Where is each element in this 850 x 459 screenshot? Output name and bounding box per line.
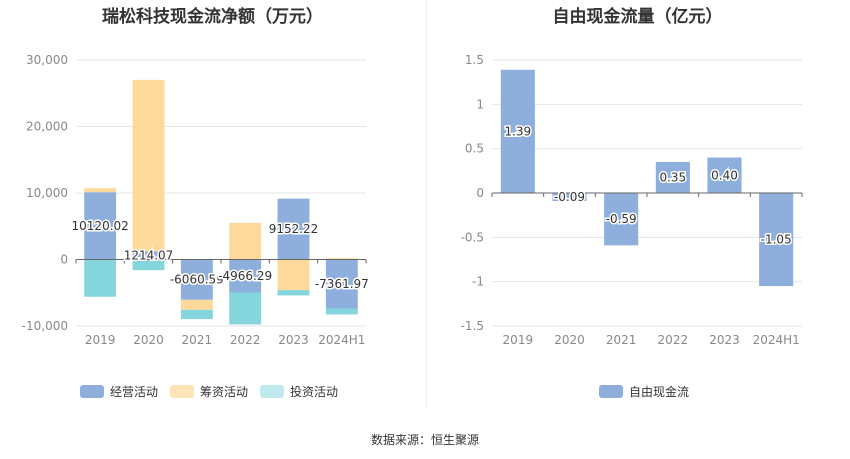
data-label: -0.09 (554, 190, 585, 204)
y-tick-label: 1.5 (465, 53, 484, 67)
bar (180, 259, 213, 300)
left-legend: 经营活动 筹资活动 投资活动 (80, 383, 350, 400)
legend-item-free-cash-flow[interactable]: 自由现金流 (599, 383, 689, 400)
legend-item-investing[interactable]: 投资活动 (260, 383, 338, 400)
x-tick-label: 2019 (503, 333, 534, 347)
data-label: 9152.22 (269, 222, 319, 236)
data-label: -1.05 (761, 233, 792, 247)
y-tick-label: 1 (476, 97, 484, 111)
data-label: 10120.02 (72, 219, 129, 233)
bar (180, 309, 213, 320)
data-label: 0.35 (659, 170, 686, 184)
x-tick-label: 2021 (182, 333, 213, 347)
bar (325, 259, 358, 309)
legend-swatch-financing (170, 385, 195, 398)
right-chart-title: 自由现金流量（亿元） (552, 7, 723, 27)
legend-swatch-free-cash-flow (599, 385, 623, 398)
x-tick-label: 2019 (85, 333, 116, 347)
bar (325, 258, 358, 260)
free-cash-flow-chart: -1.5 -1 -0.5 0 0.5 1 1.5 2019 2020 2021 2022 2023 20… (461, 53, 803, 347)
x-tick-label: 2020 (133, 333, 164, 347)
x-tick-label: 2022 (230, 333, 261, 347)
bar (277, 259, 310, 291)
bar (500, 69, 535, 193)
bar (277, 198, 310, 260)
legend-label-operating: 经营活动 (110, 385, 159, 399)
bar (277, 290, 310, 296)
bar (655, 161, 690, 193)
cash-flow-chart: -10,000 0 10,000 20,000 30,000 2019 2020 2021 20… (22, 53, 371, 347)
x-tick-label: 2023 (709, 333, 740, 347)
x-tick-label: 2024H1 (318, 333, 365, 347)
data-label: -6060.59 (170, 273, 224, 287)
bar (604, 193, 639, 246)
legend-swatch-operating (80, 385, 104, 398)
data-source: 数据来源：恒生聚源 (370, 433, 479, 447)
bar (707, 157, 742, 193)
y-tick-label: -1 (472, 275, 484, 289)
left-chart-title: 瑞松科技现金流净额（万元） (102, 7, 323, 27)
bar (132, 251, 165, 260)
x-tick-label: 2020 (554, 333, 585, 347)
legend-label-financing: 筹资活动 (200, 385, 249, 399)
legend-label-free-cash-flow: 自由现金流 (629, 385, 690, 399)
bar (84, 192, 117, 260)
x-tick-label: 2024H1 (753, 333, 800, 347)
legend-swatch-investing (260, 385, 285, 398)
bar (229, 292, 262, 325)
y-tick-label: 30,000 (26, 53, 68, 67)
y-tick-label: 0 (60, 253, 68, 267)
y-tick-label: 0 (476, 186, 484, 200)
bar (132, 259, 165, 271)
bar (229, 259, 262, 293)
data-label: 1.39 (504, 124, 531, 138)
y-tick-label: 0.5 (465, 142, 484, 156)
y-tick-label: -10,000 (22, 319, 68, 333)
bar (325, 308, 358, 315)
legend-item-financing[interactable]: 筹资活动 (170, 383, 248, 400)
data-label: -7361.97 (315, 277, 369, 291)
bar (229, 222, 262, 260)
bar (552, 193, 587, 201)
bar (84, 259, 117, 297)
data-label: -0.59 (606, 212, 637, 226)
data-label: 1214.07 (124, 248, 174, 262)
data-label: 0.40 (711, 168, 738, 182)
legend-item-operating[interactable]: 经营活动 (80, 383, 158, 400)
legend-label-investing: 投资活动 (290, 385, 339, 399)
chart-divider (426, 0, 427, 408)
x-tick-label: 2023 (278, 333, 309, 347)
bar (132, 79, 165, 252)
data-label: -4966.29 (218, 269, 272, 283)
y-tick-label: -1.5 (461, 319, 484, 333)
y-tick-label: -0.5 (461, 230, 484, 244)
bar (759, 193, 794, 287)
x-tick-label: 2022 (658, 333, 689, 347)
bar (84, 188, 117, 193)
y-tick-label: 10,000 (26, 186, 68, 200)
right-legend: 自由现金流 (599, 383, 701, 400)
x-tick-label: 2021 (606, 333, 637, 347)
y-tick-label: 20,000 (26, 120, 68, 134)
bar (180, 299, 213, 310)
